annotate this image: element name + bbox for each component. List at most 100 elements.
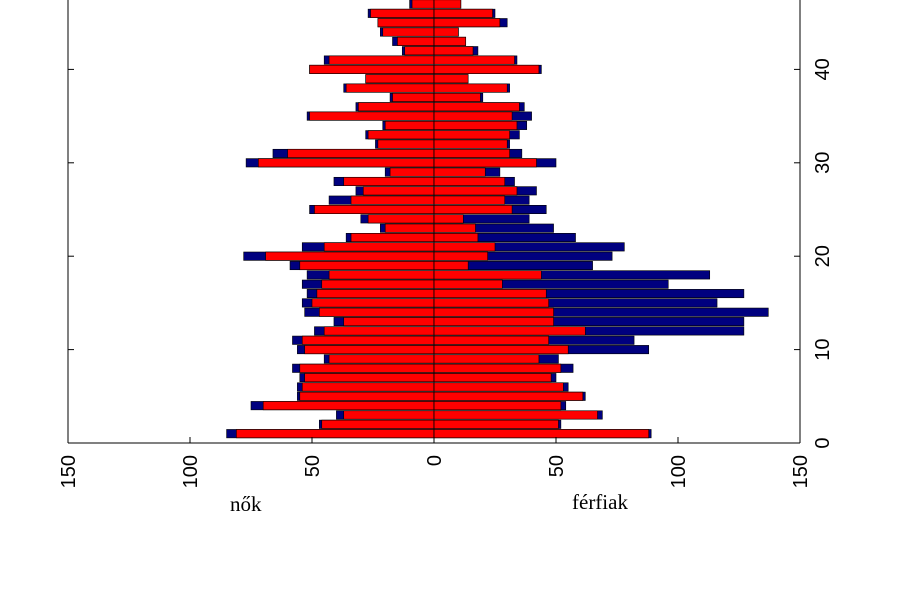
bar-right-inner [433, 120, 518, 130]
y-tick-label: 40 [812, 58, 834, 80]
bar-left-inner [384, 223, 435, 233]
bar-right-inner [433, 176, 506, 186]
bar-left-inner [323, 326, 435, 336]
bar-left-inner [370, 8, 435, 18]
bar-left-inner [343, 176, 435, 186]
bar-right-inner [433, 401, 562, 411]
bar-right-inner [433, 8, 493, 18]
bar-left-inner [321, 419, 435, 429]
bar-right-inner [433, 261, 469, 271]
bar-right-inner [433, 298, 549, 308]
bar-right-inner [433, 410, 598, 420]
y-tick-label: 10 [812, 338, 834, 360]
bar-right-inner [433, 74, 469, 84]
axes-group [67, 0, 801, 444]
bar-left-inner [304, 345, 435, 355]
bar-left-inner [328, 354, 435, 364]
bar-left-inner [287, 148, 435, 158]
bar-right-inner [433, 18, 501, 28]
y-tick-label: 30 [812, 152, 834, 174]
bar-right-inner [433, 186, 518, 196]
bar-right-inner [433, 83, 508, 93]
bar-left-inner [265, 251, 435, 261]
bar-right-inner [433, 102, 520, 112]
bar-left-inner [367, 214, 435, 224]
bar-right-inner [433, 233, 479, 243]
bar-right-inner [433, 223, 476, 233]
bar-left-inner [382, 27, 435, 37]
bar-left-inner [392, 92, 435, 102]
bar-left-inner [299, 363, 435, 373]
bar-left-inner [358, 102, 435, 112]
right-side-label: férfiak [572, 490, 628, 514]
bar-right-inner [433, 205, 513, 215]
bar-right-inner [433, 46, 474, 56]
bar-left-inner [328, 55, 435, 65]
bar-right-inner [433, 345, 569, 355]
bar-right-inner [433, 92, 481, 102]
bar-left-inner [377, 18, 435, 28]
x-tick-label: 100 [180, 455, 202, 488]
bar-left-inner [316, 289, 435, 299]
bar-right-inner [433, 158, 537, 168]
bar-right-inner [433, 130, 510, 140]
bar-right-inner [433, 214, 464, 224]
bar-right-inner [433, 363, 562, 373]
x-tick-label: 0 [424, 455, 446, 466]
bar-left-inner [389, 167, 435, 177]
bar-left-inner [397, 36, 435, 46]
bar-right-inner [433, 167, 486, 177]
x-tick-label: 100 [668, 455, 690, 488]
bar-left-inner [299, 391, 435, 401]
bar-left-inner [299, 261, 435, 271]
bar-left-inner [362, 186, 435, 196]
bar-right-inner [433, 419, 559, 429]
bar-right-inner [433, 373, 552, 383]
bar-left-inner [314, 205, 435, 215]
bar-right-inner [433, 382, 564, 392]
bar-left-inner [321, 279, 435, 289]
bar-left-inner [301, 335, 435, 345]
bar-right-inner [433, 391, 584, 401]
bar-right-inner [433, 270, 542, 280]
bar-left-inner [309, 64, 435, 74]
bar-left-inner [323, 242, 435, 252]
bar-right-inner [433, 289, 547, 299]
bar-left-inner [384, 120, 435, 130]
bar-left-inner [311, 298, 435, 308]
bar-left-inner [343, 410, 435, 420]
bar-left-inner [343, 317, 435, 327]
bar-left-inner [304, 373, 435, 383]
bar-left-inner [350, 233, 435, 243]
bar-right-inner [433, 195, 506, 205]
bar-right-inner [433, 111, 513, 121]
bar-left-inner [404, 46, 435, 56]
bar-right-inner [433, 0, 462, 9]
bar-left-inner [319, 307, 435, 317]
x-tick-label: 150 [790, 455, 812, 488]
bar-left-inner [365, 74, 435, 84]
bar-left-inner [262, 401, 435, 411]
bar-left-inner [345, 83, 435, 93]
bar-left-inner [377, 139, 435, 149]
bar-left-inner [301, 382, 435, 392]
bar-left-inner [328, 270, 435, 280]
bar-right-inner [433, 148, 510, 158]
bar-left-inner [236, 429, 435, 439]
bar-right-inner [433, 429, 650, 439]
bars-group [226, 0, 769, 439]
bar-right-inner [433, 242, 496, 252]
y-tick-label: 20 [812, 245, 834, 267]
bar-left-inner [309, 111, 435, 121]
bar-right-inner [433, 307, 554, 317]
bar-left-inner [367, 130, 435, 140]
y-tick-label: 0 [812, 437, 834, 448]
x-tick-label: 50 [546, 455, 568, 477]
left-side-label: nők [230, 492, 262, 516]
x-tick-label: 150 [58, 455, 80, 488]
bar-right-inner [433, 139, 508, 149]
bar-right-inner [433, 64, 540, 74]
bar-right-inner [433, 354, 540, 364]
